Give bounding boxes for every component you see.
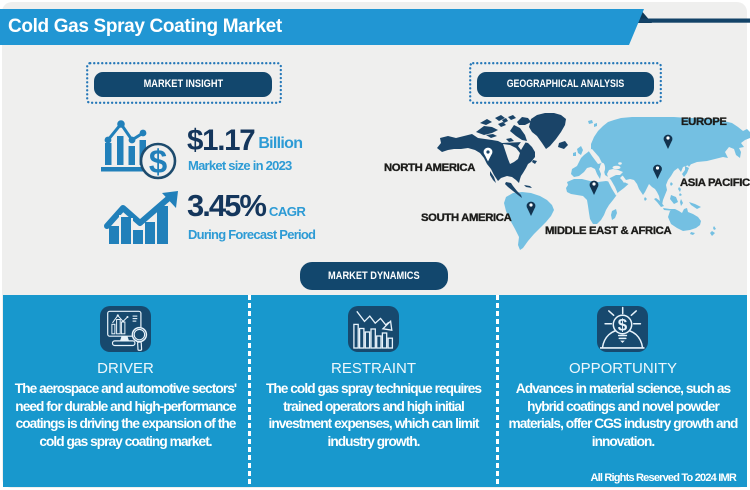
svg-text:$: $ [149, 143, 167, 180]
svg-text:$: $ [618, 316, 628, 335]
